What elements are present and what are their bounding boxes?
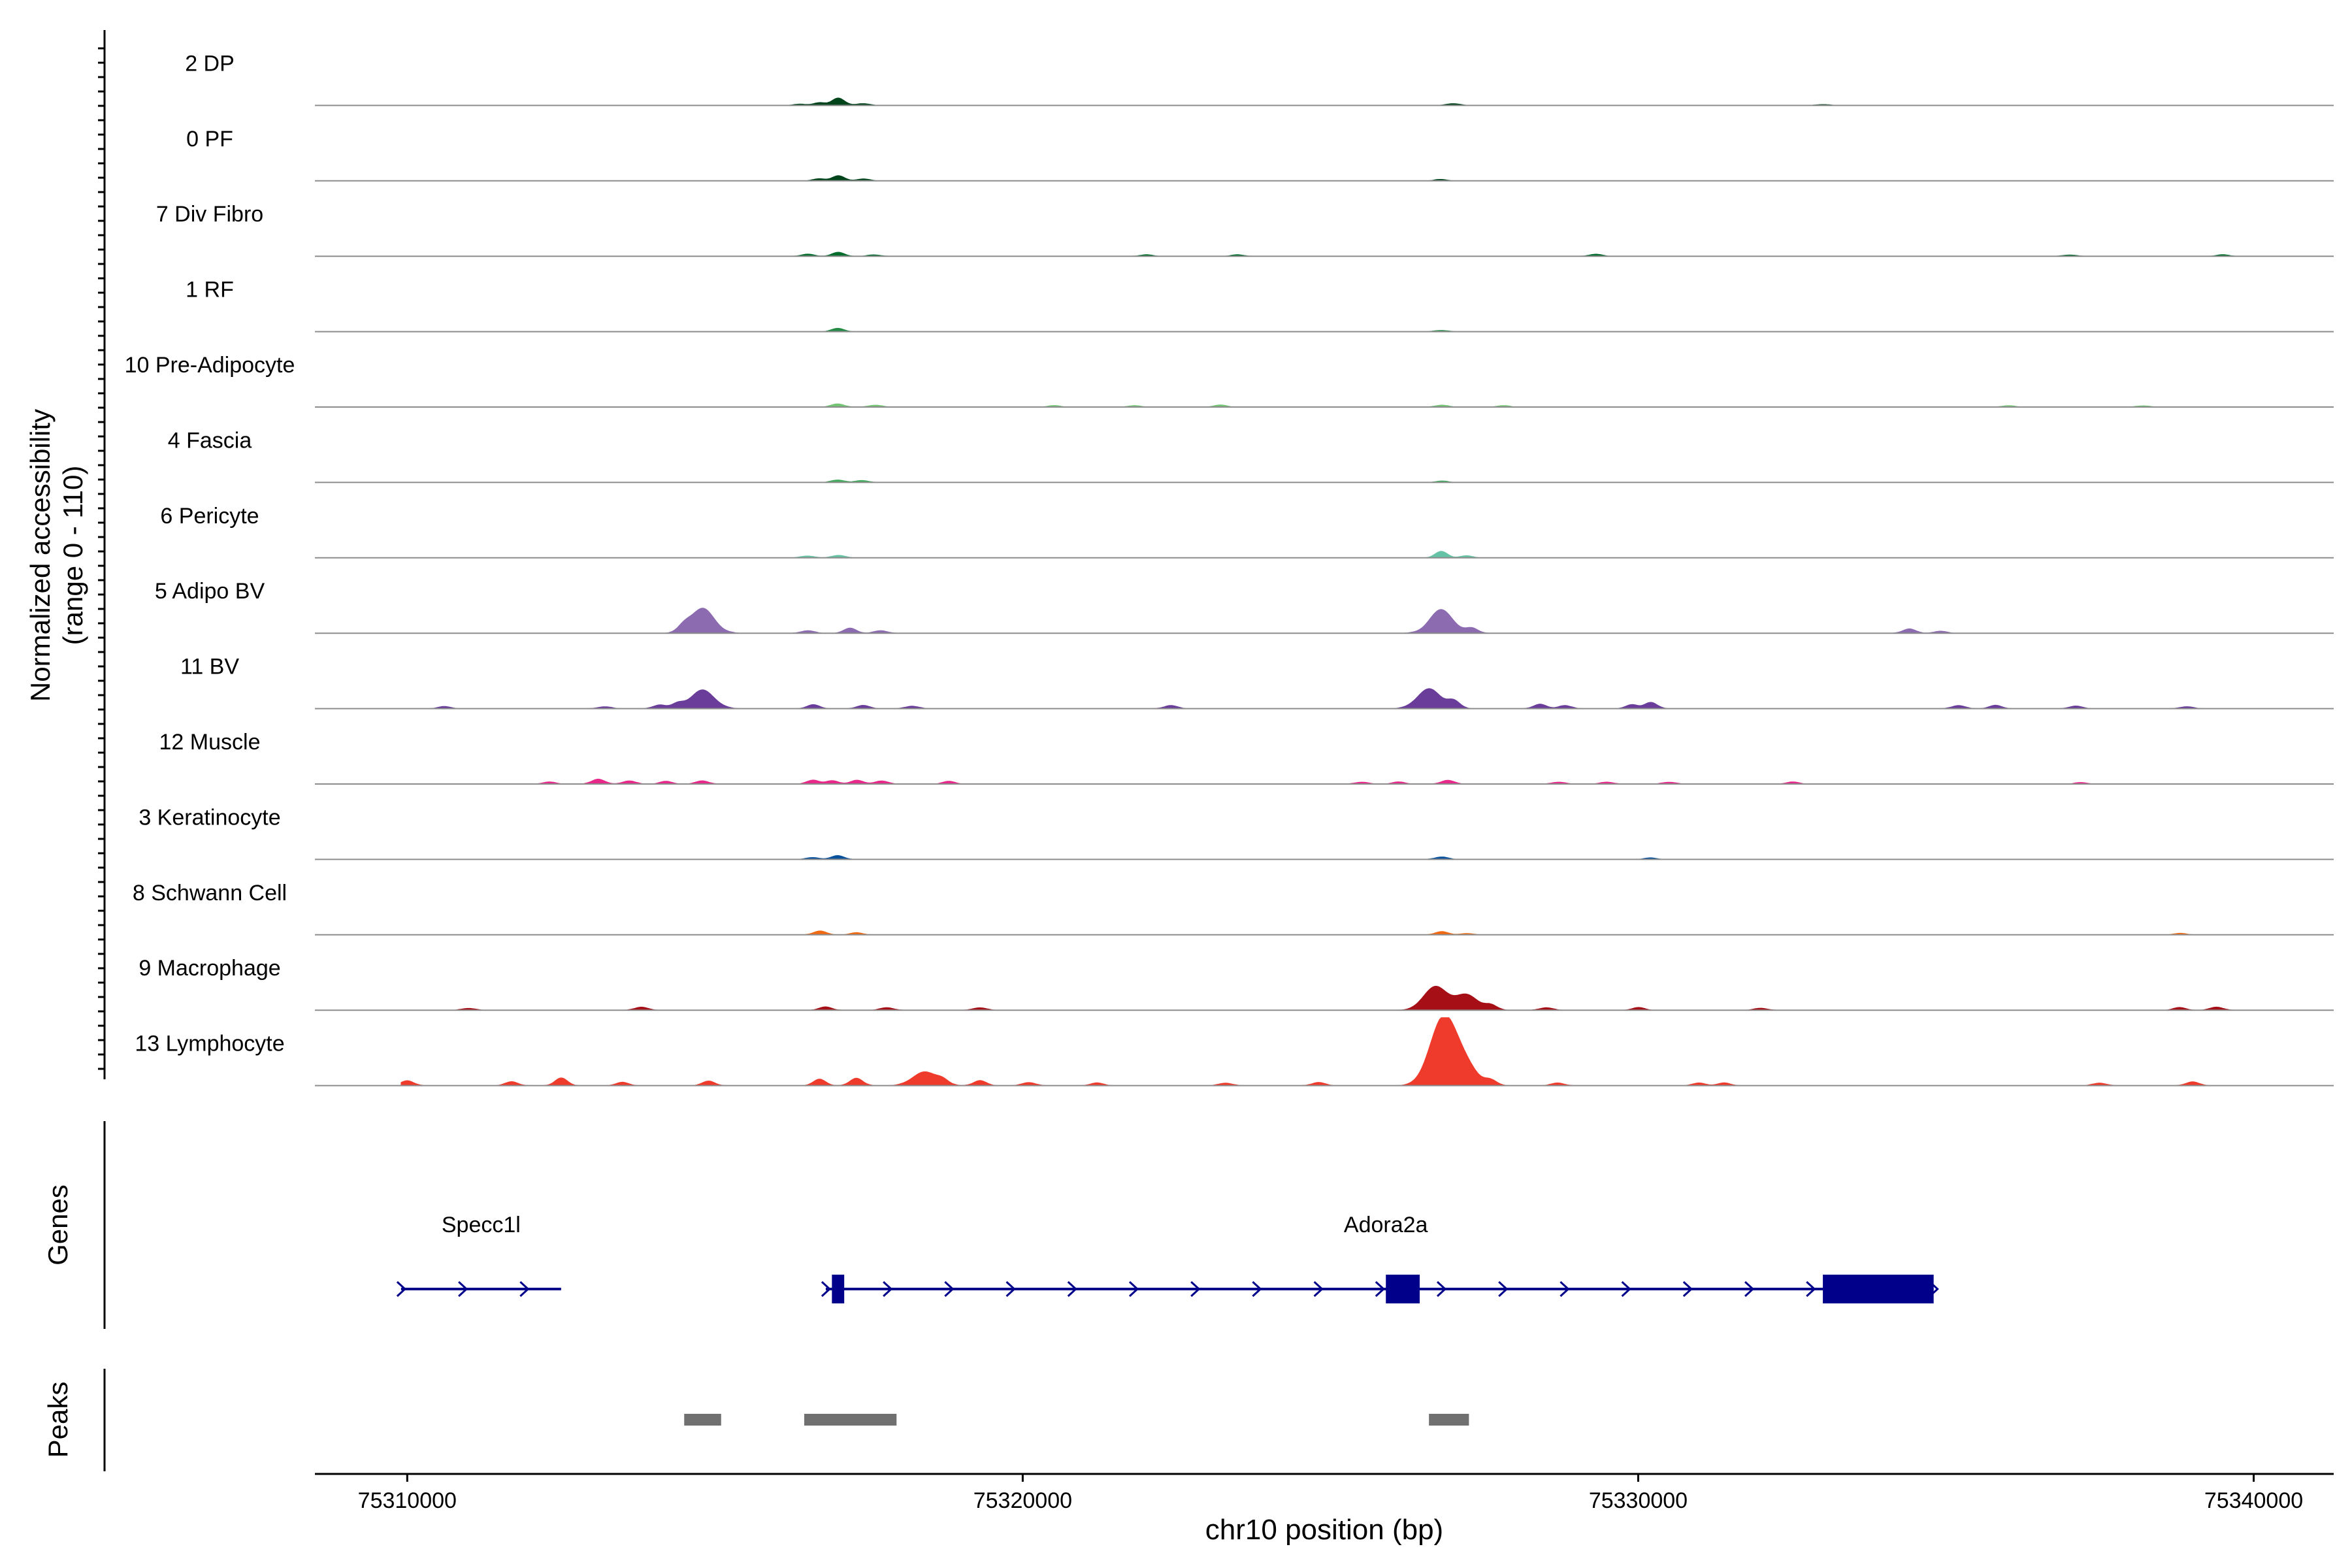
strand-arrow [1252,1281,1262,1298]
track-label: 6 Pericyte [160,504,259,529]
track-label: 12 Muscle [159,730,261,755]
strand-arrow [944,1281,955,1298]
exon [832,1275,845,1303]
gene-label: Specc1l [442,1213,521,1237]
gene-label: Adora2a [1344,1213,1428,1237]
track-8-schwann-cell: 8 Schwann Cell [133,881,2334,936]
track-label: 0 PF [186,127,233,152]
strand-arrow [1560,1281,1570,1298]
coverage-area [400,97,2242,106]
track-label: 5 Adipo BV [155,579,265,604]
gene-adora2a: Adora2a [821,1213,1939,1303]
strand-arrow [883,1281,893,1298]
track-9-macrophage: 9 Macrophage [139,956,2334,1011]
x-tick-label: 75320000 [973,1488,1072,1513]
peak-region [684,1414,721,1426]
strand-arrow [519,1281,530,1298]
track-label: 8 Schwann Cell [133,881,287,906]
coverage-area [400,608,2242,634]
track-2-dp: 2 DP [185,51,2334,106]
x-tick-label: 75340000 [2204,1488,2303,1513]
track-7-div-fibro: 7 Div Fibro [156,202,2334,257]
x-axis-ticks: 75310000 75320000 75330000 75340000 [358,1474,2303,1513]
strand-arrow [1190,1281,1201,1298]
strand-arrow [458,1281,468,1298]
exon [1823,1275,1934,1303]
strand-arrow [1128,1281,1139,1298]
exon [1386,1275,1420,1303]
strand-arrow [1682,1281,1693,1298]
track-label: 3 Keratinocyte [139,805,280,830]
track-1-rf: 1 RF [186,278,2334,333]
strand-arrow [1436,1281,1447,1298]
strand-arrow [1005,1281,1016,1298]
x-tick-label: 75310000 [358,1488,457,1513]
strand-arrow [396,1281,407,1298]
track-label: 2 DP [185,51,235,76]
strand-arrow [1067,1281,1077,1298]
peaks-label: Peaks [42,1382,73,1458]
strand-arrow [1375,1281,1386,1298]
peak-region [1429,1414,1469,1426]
track-label: 9 Macrophage [139,956,280,981]
track-4-fascia: 4 Fascia [168,428,2334,483]
track-label: 1 RF [186,278,234,302]
strand-arrow [1744,1281,1755,1298]
track-label: 13 Lymphocyte [135,1032,284,1056]
track-label: 10 Pre-Adipocyte [125,353,295,378]
x-axis-label: chr10 position (bp) [1205,1514,1443,1546]
track-label: 4 Fascia [168,428,252,453]
track-10-pre-adipocyte: 10 Pre-Adipocyte [125,353,2334,408]
y-axis-label-line2: (range 0 - 110) [57,466,88,645]
coverage-area [400,1017,2242,1086]
strand-arrow [821,1281,832,1298]
track-label: 7 Div Fibro [156,202,263,227]
track-label: 11 BV [180,655,239,679]
y-axis-label-line1: Normalized accessibility [25,409,56,702]
coverage-area [400,778,2242,785]
coverage-area [400,688,2242,710]
x-tick-label: 75330000 [1589,1488,1688,1513]
peak-regions [684,1414,1469,1426]
coverage-area [400,986,2242,1011]
coverage-tracks: 2 DP 0 PF 7 Div Fibro 1 RF 10 Pre-Adipocyte 4… [125,51,2334,1086]
track-6-pericyte: 6 Pericyte [160,504,2334,559]
genes-label: Genes [42,1184,73,1266]
coverage-y-ticks [98,47,105,1070]
strand-arrow [1806,1281,1816,1298]
strand-arrow [1313,1281,1324,1298]
gene-annotations: Specc1l Adora2a [396,1213,1939,1303]
track-13-lymphocyte: 13 Lymphocyte [135,1017,2334,1086]
coverage-area [400,175,2242,182]
track-5-adipo-bv: 5 Adipo BV [155,579,2334,634]
gene-specc1l: Specc1l [396,1213,561,1298]
coverage-area [400,551,2242,559]
track-3-keratinocyte: 3 Keratinocyte [139,805,2334,860]
track-0-pf: 0 PF [186,127,2334,182]
track-11-bv: 11 BV [180,655,2334,710]
track-12-muscle: 12 Muscle [159,730,2334,785]
peak-region [804,1414,897,1426]
strand-arrow [1621,1281,1631,1298]
strand-arrow [1498,1281,1509,1298]
